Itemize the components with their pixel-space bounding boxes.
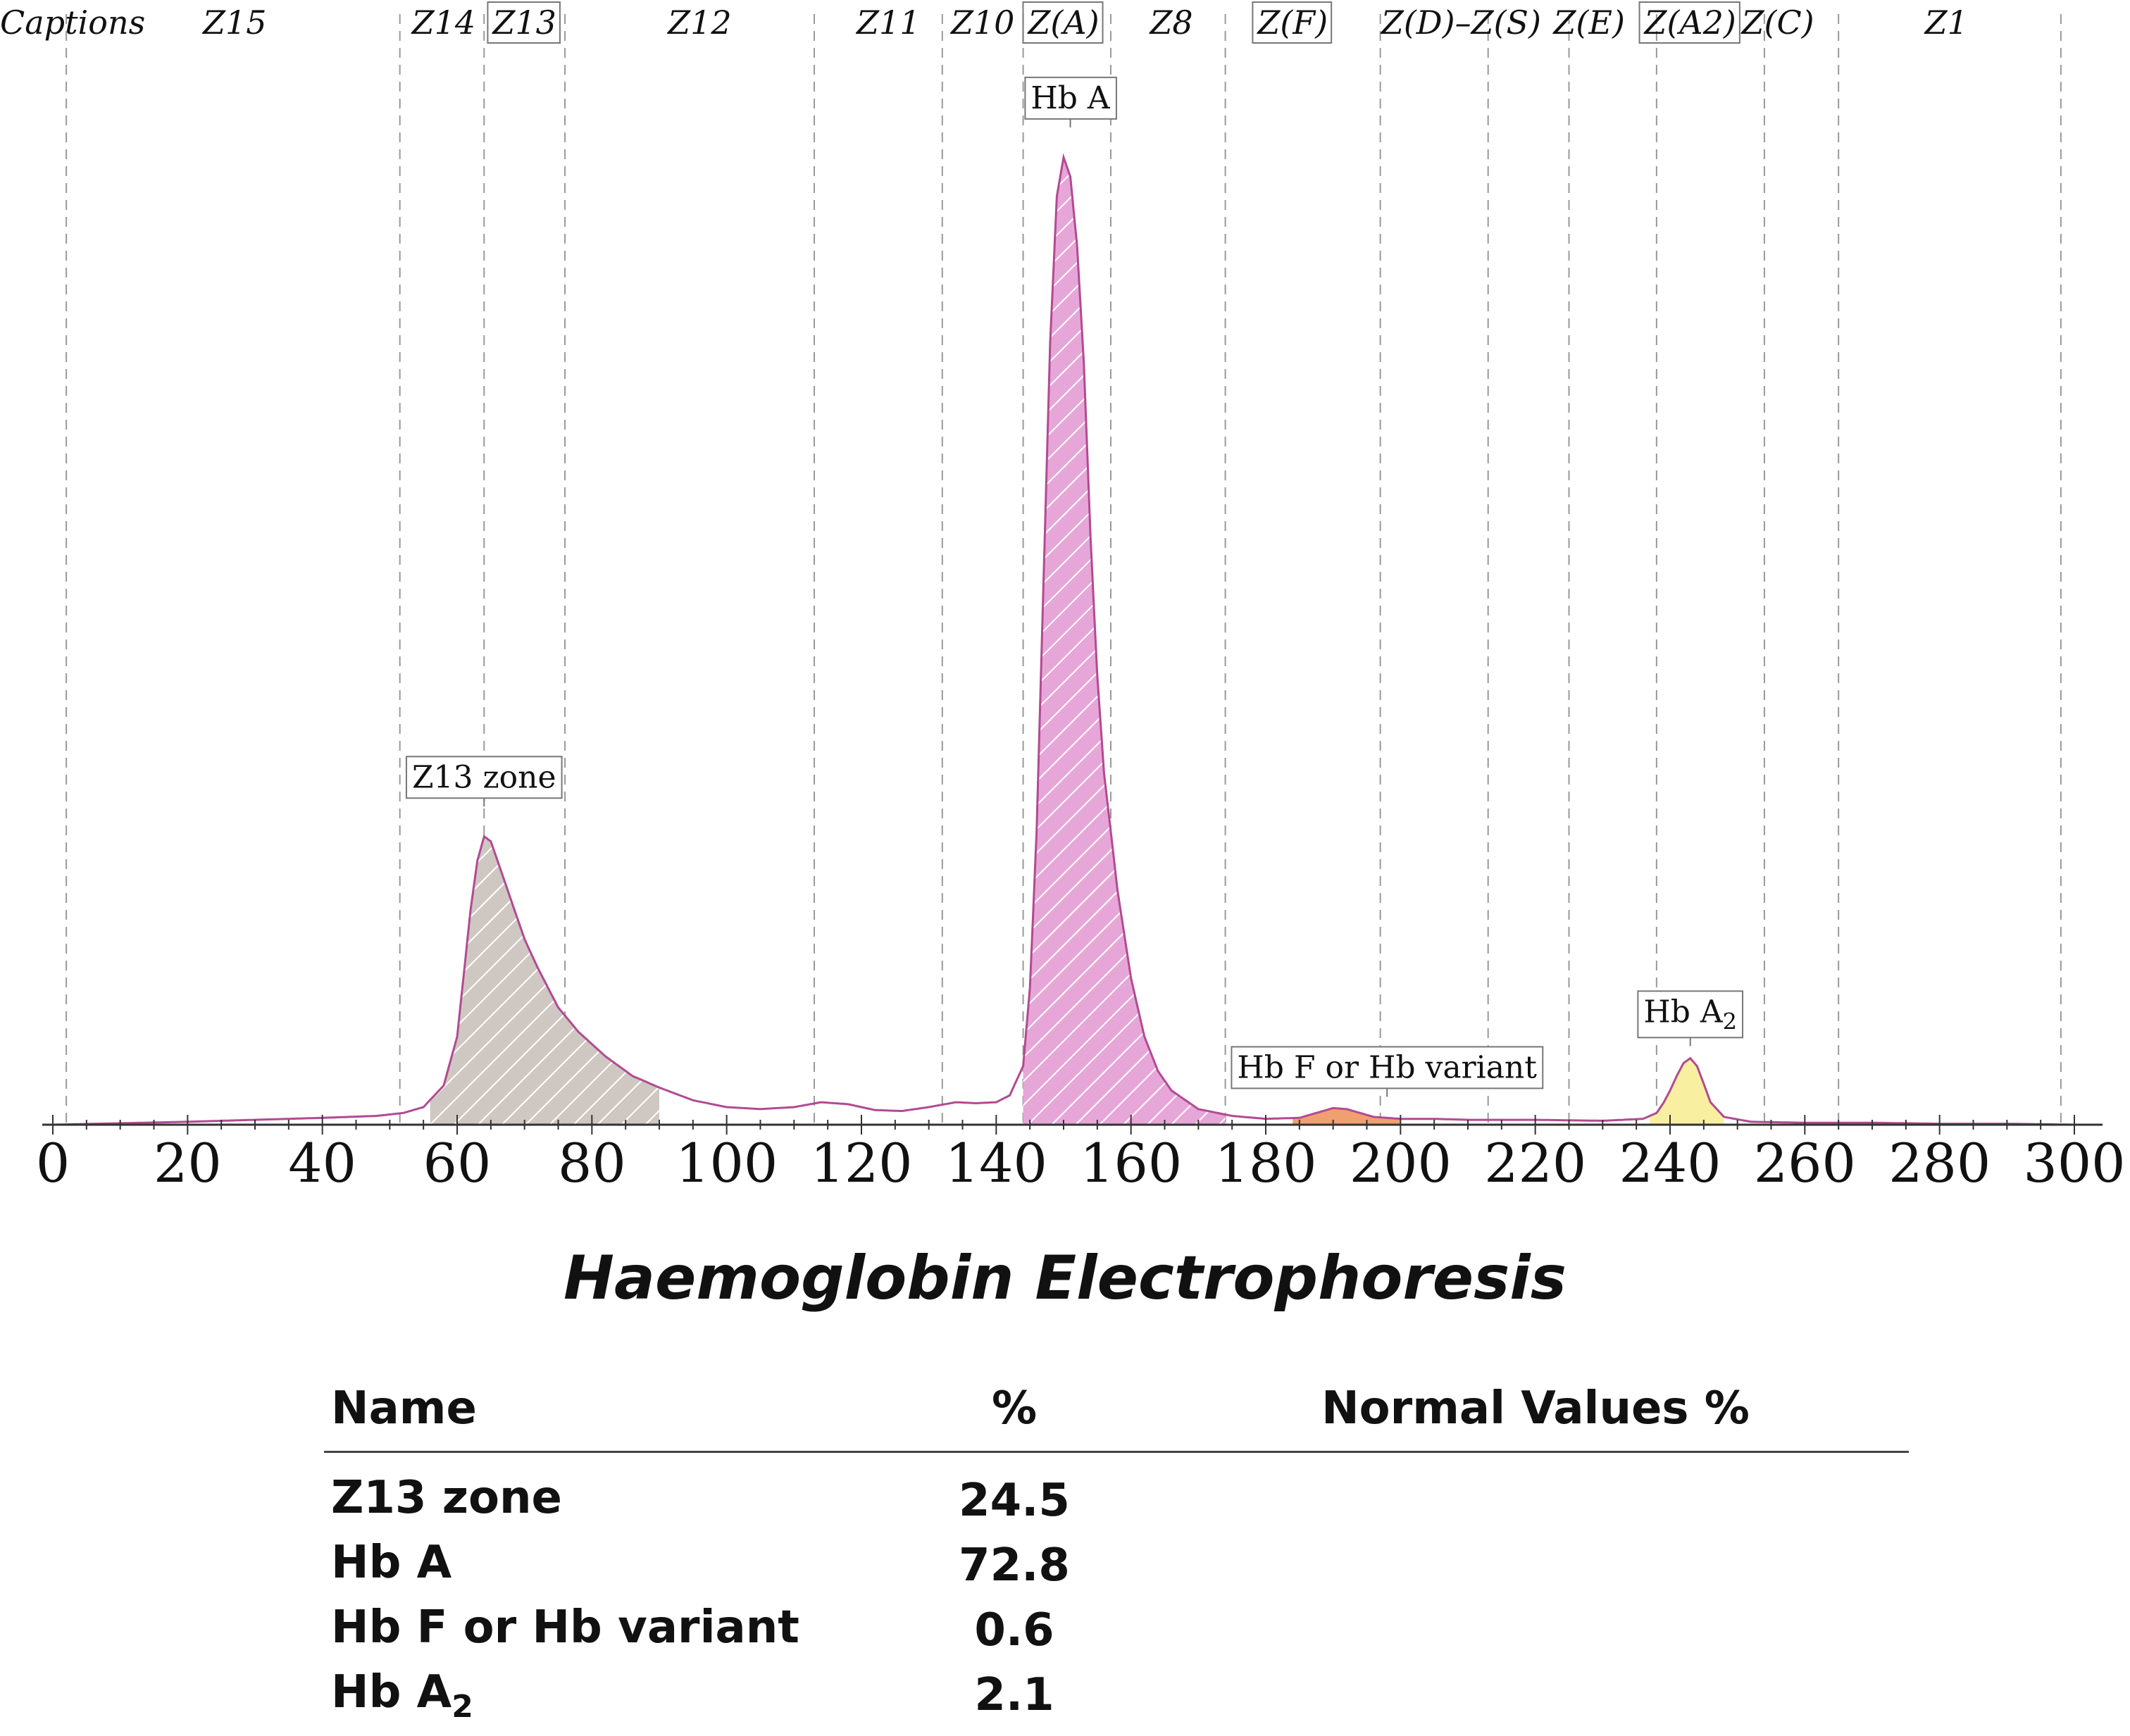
zone-label: Z10: [949, 4, 1015, 42]
x-tick-label: 60: [423, 1132, 492, 1194]
x-tick-label: 40: [288, 1132, 356, 1194]
row-name: Hb A: [324, 1537, 866, 1595]
electrophoresis-chart: Captions Z15 Z14 Z13 Z12 Z11 Z10 Z(A) Z8 Z(F) Z(D…: [0, 1, 2126, 1194]
x-tick-label: 260: [1754, 1132, 1856, 1194]
x-tick-label: 300: [2023, 1132, 2125, 1194]
zone-label: Z(A): [1026, 4, 1099, 42]
row-name: Hb F or Hb variant: [324, 1601, 866, 1660]
x-axis: 0 20 40 60 80 100 120 140 160 180 200 220 240 260 280 3…: [36, 1115, 2126, 1194]
header-name: Name: [331, 1382, 477, 1435]
fraction-hatch: [430, 836, 659, 1125]
x-tick-label: 160: [1080, 1132, 1182, 1194]
zone-label-box: [1252, 1, 1333, 44]
row-name-text: Hb A: [331, 1536, 452, 1589]
table-row: Hb A 72.8: [324, 1533, 1909, 1598]
zone-caption: Captions: [0, 4, 145, 42]
x-tick-label: 140: [945, 1132, 1047, 1194]
fraction-fills: [430, 157, 1724, 1125]
table-row: Hb A2 2.1: [324, 1663, 1909, 1728]
row-percent: 0.6: [974, 1604, 1054, 1656]
zone-label: Z11: [855, 4, 921, 42]
peak-label-text: Hb F or Hb variant: [1237, 1049, 1537, 1085]
peak-label: Hb F or Hb variant: [1231, 1046, 1544, 1097]
peak-label: Z13 zone: [405, 756, 563, 807]
zone-label: Z13: [491, 4, 556, 42]
chart-title: Haemoglobin Electrophoresis: [563, 1243, 1567, 1313]
zone-label: Z15: [201, 4, 267, 42]
x-tick-label: 240: [1619, 1132, 1721, 1194]
peak-label: Hb A2: [1637, 990, 1744, 1047]
row-name-sub: 2: [451, 1688, 473, 1725]
electrophoresis-curve: [52, 153, 2074, 1126]
row-name-text: Hb F or Hb variant: [331, 1601, 799, 1654]
fraction-fill: [1650, 1058, 1724, 1125]
peak-label-subscript: 2: [1723, 1008, 1737, 1035]
x-tick-label: 280: [1888, 1132, 1991, 1194]
x-tick-label: 220: [1484, 1132, 1586, 1194]
peak-label-text: Hb A: [1030, 80, 1111, 116]
peak-label-box: [1024, 76, 1117, 120]
x-tick-label: 200: [1350, 1132, 1452, 1194]
x-tick-label: 80: [558, 1132, 626, 1194]
row-name-text: Hb A: [331, 1666, 452, 1718]
fraction-hatch: [1023, 157, 1226, 1125]
zone-label: Z1: [1924, 4, 1968, 42]
peak-label-box: [1231, 1046, 1544, 1089]
peak-label-text: Hb A2: [1643, 994, 1737, 1035]
zone-label: Z(C): [1740, 4, 1814, 42]
zone-label: Z12: [666, 4, 732, 42]
zone-label-box: [487, 1, 561, 44]
row-percent: 24.5: [959, 1475, 1070, 1527]
results-header-row: Name % Normal Values %: [324, 1366, 1909, 1453]
row-name: Hb A2: [324, 1666, 866, 1725]
x-tick-label: 20: [154, 1132, 222, 1194]
x-tick-label: 0: [36, 1132, 70, 1194]
peak-labels: Z13 zone Hb A Hb F or Hb variant Hb A2: [405, 76, 1744, 1097]
zone-label: Z(D)–Z(S): [1380, 4, 1541, 42]
table-row: Z13 zone 24.5: [324, 1468, 1909, 1533]
row-percent: 72.8: [959, 1540, 1070, 1592]
results-table: Name % Normal Values % Z13 zone 24.5 Hb …: [324, 1366, 1909, 1728]
x-tick-label: 120: [810, 1132, 912, 1194]
curve-layer: [52, 153, 2074, 1126]
peak-label: Hb A: [1024, 76, 1117, 127]
zone-label-box: [1638, 1, 1740, 44]
zone-label: Z(F): [1256, 4, 1328, 42]
header-percent: %: [991, 1382, 1038, 1435]
zone-label: Z8: [1148, 4, 1192, 42]
peak-label-text: Z13 zone: [412, 759, 556, 795]
row-percent: 2.1: [974, 1669, 1054, 1721]
fraction-fill: [1293, 1108, 1401, 1125]
row-name: Z13 zone: [324, 1472, 866, 1530]
zone-label: Z(E): [1552, 4, 1624, 42]
zone-captions: Captions Z15 Z14 Z13 Z12 Z11 Z10 Z(A) Z8 Z(F) Z(D…: [0, 1, 1968, 44]
zone-label: Z(A2): [1643, 4, 1736, 42]
row-name-text: Z13 zone: [331, 1471, 562, 1524]
zone-label: Z14: [411, 4, 476, 42]
x-tick-label: 100: [675, 1132, 778, 1194]
zone-label-box: [1022, 1, 1104, 44]
x-tick-label: 180: [1214, 1132, 1316, 1194]
table-row: Hb F or Hb variant 0.6: [324, 1598, 1909, 1663]
header-normal-values: Normal Values %: [1321, 1382, 1750, 1435]
peak-label-box: [1637, 990, 1744, 1039]
